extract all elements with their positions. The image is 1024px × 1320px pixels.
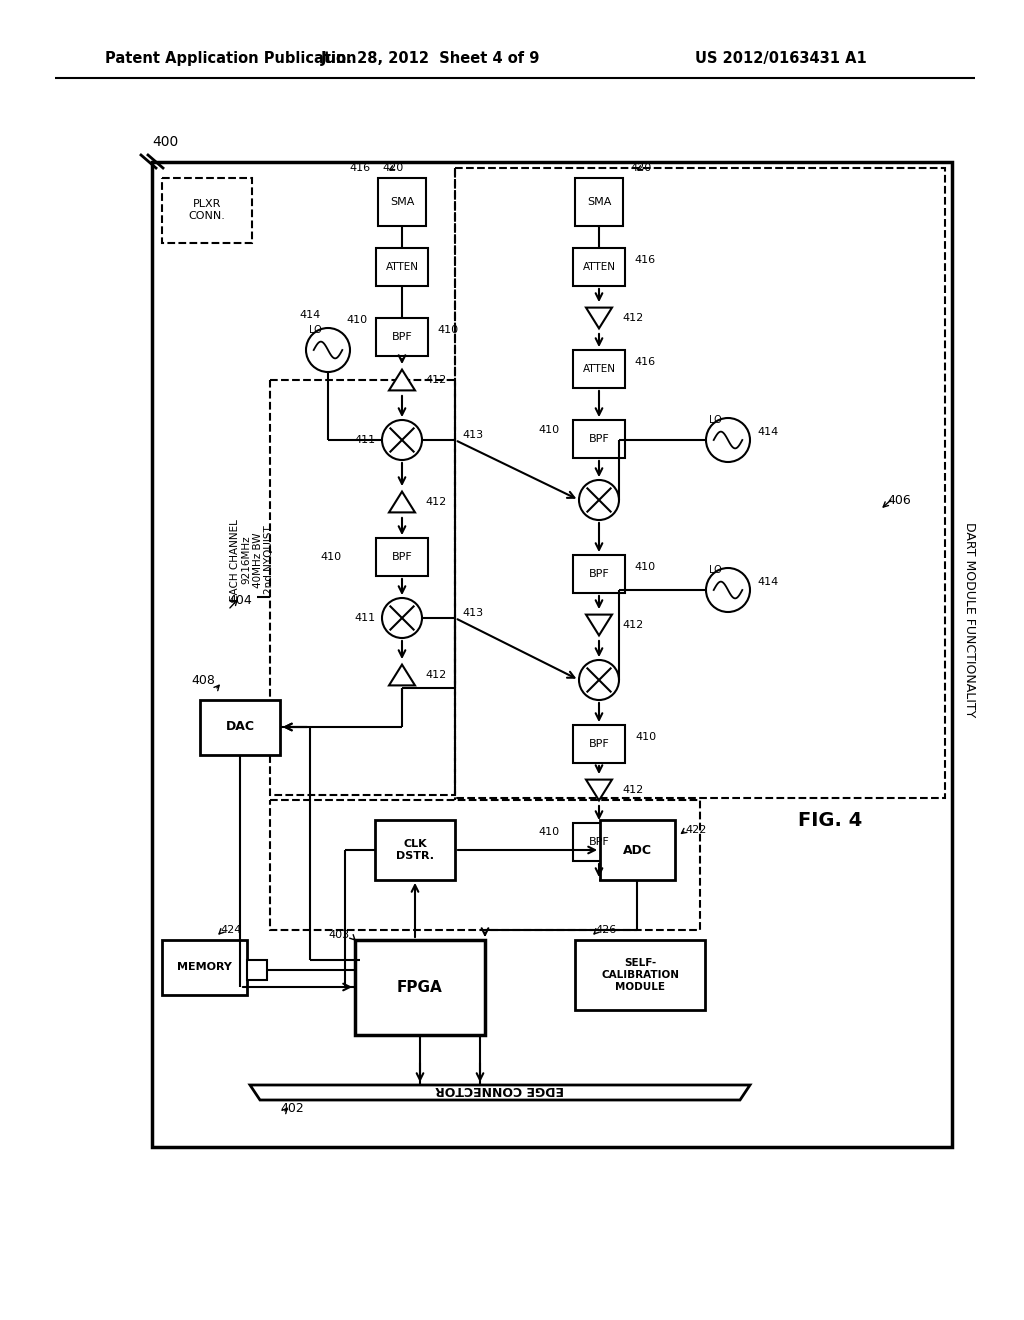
Bar <box>375 820 455 880</box>
Polygon shape <box>389 491 415 512</box>
Text: BPF: BPF <box>589 569 609 579</box>
Bar <box>376 248 428 286</box>
Text: 413: 413 <box>462 430 483 440</box>
Text: EDGE CONNECTOR: EDGE CONNECTOR <box>435 1084 564 1097</box>
Text: US 2012/0163431 A1: US 2012/0163431 A1 <box>695 50 866 66</box>
Text: 410: 410 <box>437 325 458 335</box>
Polygon shape <box>389 370 415 391</box>
Text: Jun. 28, 2012  Sheet 4 of 9: Jun. 28, 2012 Sheet 4 of 9 <box>321 50 540 66</box>
Bar <box>573 350 625 388</box>
Bar <box>573 554 625 593</box>
Polygon shape <box>250 1085 750 1100</box>
Bar <box>376 539 428 576</box>
Text: FPGA: FPGA <box>397 979 442 994</box>
Bar <box>270 380 455 795</box>
Text: 403: 403 <box>329 931 350 940</box>
Text: ATTEN: ATTEN <box>583 364 615 374</box>
Text: FIG. 4: FIG. 4 <box>798 810 862 829</box>
Text: BPF: BPF <box>589 837 609 847</box>
Text: LO: LO <box>709 565 721 576</box>
Bar <box>575 178 623 226</box>
Polygon shape <box>389 664 415 685</box>
Polygon shape <box>586 308 612 329</box>
Bar <box>455 168 945 799</box>
Bar <box>378 178 426 226</box>
Circle shape <box>579 480 618 520</box>
Text: DART MODULE FUNCTIONALITY: DART MODULE FUNCTIONALITY <box>964 523 977 718</box>
Text: 406: 406 <box>887 494 910 507</box>
Bar <box>247 960 267 979</box>
Text: ATTEN: ATTEN <box>583 261 615 272</box>
Text: 410: 410 <box>539 425 560 436</box>
Text: 414: 414 <box>299 310 321 319</box>
Bar <box>162 178 252 243</box>
Bar <box>355 940 485 1035</box>
Circle shape <box>382 420 422 459</box>
Text: 408: 408 <box>191 673 215 686</box>
Text: SMA: SMA <box>587 197 611 207</box>
Text: EACH CHANNEL
9216MHz
40MHz BW
2nd NYQUIST: EACH CHANNEL 9216MHz 40MHz BW 2nd NYQUIS… <box>229 519 274 601</box>
Text: BPF: BPF <box>391 552 413 562</box>
Text: SMA: SMA <box>390 197 414 207</box>
Text: 410: 410 <box>539 828 560 837</box>
Text: BPF: BPF <box>589 739 609 748</box>
Text: Patent Application Publication: Patent Application Publication <box>105 50 356 66</box>
Text: 420: 420 <box>382 162 403 173</box>
Text: 424: 424 <box>220 925 242 935</box>
Text: LO: LO <box>709 414 721 425</box>
Bar <box>162 940 247 995</box>
Text: 420: 420 <box>631 162 651 173</box>
Bar <box>573 248 625 286</box>
Text: 411: 411 <box>354 612 376 623</box>
Bar <box>152 162 952 1147</box>
Text: 402: 402 <box>280 1101 304 1114</box>
Text: 412: 412 <box>622 620 643 630</box>
Text: 410: 410 <box>347 315 368 325</box>
Text: 426: 426 <box>595 925 616 935</box>
Text: ADC: ADC <box>623 843 651 857</box>
Text: 411: 411 <box>354 436 376 445</box>
Text: 400: 400 <box>152 135 178 149</box>
Text: 412: 412 <box>425 375 446 385</box>
Text: CLK
DSTR.: CLK DSTR. <box>396 840 434 861</box>
Text: 414: 414 <box>757 577 778 587</box>
Bar <box>575 940 705 1010</box>
Text: LO: LO <box>308 325 322 335</box>
Text: BPF: BPF <box>391 333 413 342</box>
Circle shape <box>306 327 350 372</box>
Text: 412: 412 <box>622 313 643 323</box>
Text: 413: 413 <box>462 609 483 618</box>
Text: 416: 416 <box>349 162 371 173</box>
Bar <box>200 700 280 755</box>
Text: PLXR
CONN.: PLXR CONN. <box>188 199 225 220</box>
Text: 404: 404 <box>228 594 252 606</box>
Bar <box>573 420 625 458</box>
Text: 412: 412 <box>622 785 643 795</box>
Text: 410: 410 <box>635 733 656 742</box>
Bar <box>600 820 675 880</box>
Circle shape <box>706 568 750 612</box>
Circle shape <box>706 418 750 462</box>
Text: BPF: BPF <box>589 434 609 444</box>
Polygon shape <box>586 780 612 800</box>
Text: 422: 422 <box>685 825 707 836</box>
Text: 414: 414 <box>757 426 778 437</box>
Circle shape <box>382 598 422 638</box>
Polygon shape <box>586 615 612 635</box>
Text: 412: 412 <box>425 498 446 507</box>
Text: ATTEN: ATTEN <box>385 261 419 272</box>
Text: MEMORY: MEMORY <box>176 962 231 972</box>
Text: 410: 410 <box>634 562 655 572</box>
Bar <box>573 822 625 861</box>
Text: 416: 416 <box>634 356 655 367</box>
Text: 416: 416 <box>634 255 655 265</box>
Text: 410: 410 <box>321 552 342 562</box>
Circle shape <box>579 660 618 700</box>
Text: SELF-
CALIBRATION
MODULE: SELF- CALIBRATION MODULE <box>601 958 679 991</box>
Bar <box>573 725 625 763</box>
Text: 412: 412 <box>425 671 446 680</box>
Text: DAC: DAC <box>225 721 255 734</box>
Bar <box>270 800 700 931</box>
Bar <box>376 318 428 356</box>
